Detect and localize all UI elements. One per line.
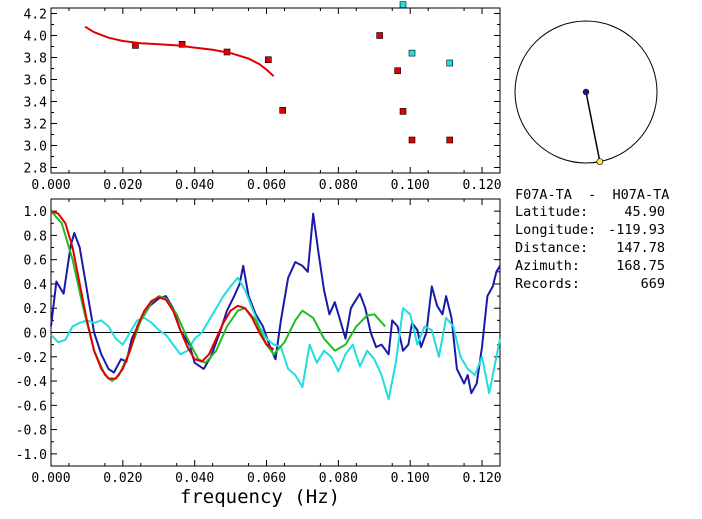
info-row: Records: 669: [515, 276, 665, 294]
info-value: 168.75: [616, 258, 665, 274]
data-point: [408, 49, 416, 57]
info-value: 669: [640, 276, 665, 292]
dispersion-curve: [84, 25, 275, 77]
y-tick-label: -0.6: [16, 399, 47, 414]
y-tick-label: 0.8: [24, 229, 47, 244]
azimuth-compass: [514, 20, 658, 165]
y-tick-label: 3.4: [24, 96, 48, 111]
x-tick-label: 0.120: [462, 471, 501, 486]
y-tick-label: 4.0: [24, 30, 47, 45]
top-dispersion-chart: 0.000 0.020 0.040 0.060 0.080 0.100 0.120 2.8 3.…: [24, 1, 502, 193]
y-tick-label: 3.0: [24, 140, 47, 155]
x-tick-label: 0.120: [462, 178, 501, 193]
x-tick-label: 0.060: [247, 178, 286, 193]
y-tick-label: 3.2: [24, 118, 47, 133]
x-axis-label: frequency (Hz): [180, 486, 340, 508]
x-tick-label: 0.020: [103, 178, 142, 193]
x-tick-label: 0.000: [31, 178, 70, 193]
station-marker: [596, 158, 604, 165]
station-pair-title: F07A-TA - H07A-TA: [515, 187, 670, 203]
azimuth-line: [585, 91, 601, 162]
x-tick-label: 0.020: [103, 471, 142, 486]
y-tick-label: -0.2: [16, 351, 47, 366]
data-point: [279, 107, 286, 114]
info-value: 147.78: [616, 240, 665, 256]
data-point: [446, 59, 454, 67]
info-row: Distance: 147.78: [515, 240, 665, 258]
x-tick-label: 0.100: [391, 178, 430, 193]
data-point: [408, 136, 416, 144]
y-tick-label: -0.8: [16, 424, 47, 439]
y-tick-label: 3.6: [24, 74, 47, 89]
bottom-correlation-chart: 0.000 0.020 0.040 0.060 0.080 0.100 0.120 1.0 0.…: [16, 198, 502, 486]
data-point: [265, 56, 272, 64]
data-point: [399, 108, 407, 115]
data-point: [394, 67, 401, 74]
series-line: [50, 210, 275, 380]
x-tick-label: 0.040: [175, 178, 214, 193]
info-label: Azimuth:: [515, 258, 581, 274]
info-value: 45.90: [624, 204, 665, 220]
x-tick-label: 0.000: [31, 471, 70, 486]
y-tick-label: -0.4: [16, 375, 47, 390]
y-tick-label: 0.6: [24, 254, 47, 269]
y-tick-label: 0.0: [24, 327, 47, 342]
data-point: [178, 40, 186, 48]
y-tick-label: 0.2: [24, 302, 47, 317]
info-label: Longitude:: [515, 222, 597, 238]
plot-frame: [50, 7, 501, 174]
info-label: Records:: [515, 276, 581, 292]
y-tick-label: 2.8: [24, 162, 47, 177]
info-row: Latitude: 45.90: [515, 204, 665, 222]
data-point: [376, 32, 383, 39]
series-line: [50, 212, 501, 395]
x-tick-label: 0.100: [391, 471, 430, 486]
series-line: [50, 276, 501, 401]
x-tick-label: 0.080: [319, 178, 358, 193]
compass-circle: [514, 20, 658, 164]
info-value: -119.93: [608, 222, 665, 238]
y-tick-label: 3.8: [24, 52, 47, 67]
info-label: Distance:: [515, 240, 589, 256]
data-point: [399, 1, 407, 8]
x-tick-label: 0.080: [319, 471, 358, 486]
y-tick-label: 1.0: [24, 205, 47, 220]
data-point: [446, 136, 454, 144]
station-marker: [582, 88, 590, 96]
x-tick-label: 0.040: [175, 471, 214, 486]
info-label: Latitude:: [515, 204, 589, 220]
y-tick-label: -1.0: [16, 448, 47, 463]
info-row: Longitude: -119.93: [515, 222, 665, 240]
y-tick-label: 0.4: [24, 278, 48, 293]
info-row: Azimuth: 168.75: [515, 258, 665, 276]
y-tick-label: 4.2: [24, 8, 47, 23]
x-tick-label: 0.060: [247, 471, 286, 486]
